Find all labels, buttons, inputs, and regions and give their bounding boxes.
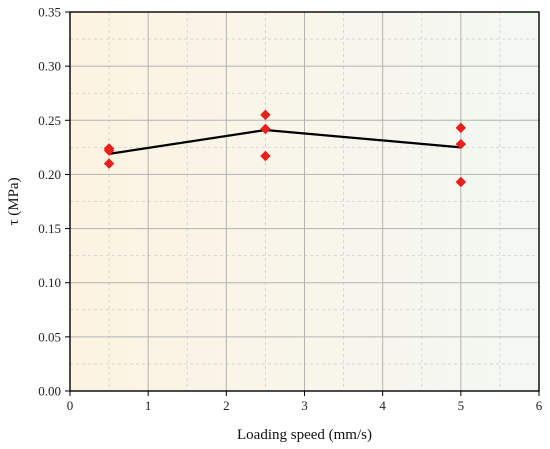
x-tick-label: 2 [223, 398, 230, 413]
y-tick-label: 0.20 [38, 167, 61, 182]
scatter-points [103, 109, 467, 188]
y-tick-label: 0.05 [38, 329, 61, 344]
x-tick-label: 5 [458, 398, 465, 413]
y-tick-label: 0.25 [38, 113, 61, 128]
data-point [260, 150, 271, 162]
y-tick-label: 0.10 [38, 275, 61, 290]
data-point [103, 145, 115, 156]
axes [65, 11, 540, 396]
y-tick-label: 0.00 [38, 384, 61, 399]
data-point [455, 138, 467, 150]
y-axis-label: τ (MPa) [6, 177, 22, 225]
tick-labels: 0 1 2 3 4 5 6 0.00 0.05 0.10 0.15 0.20 0.25 0.30 0.35 [38, 5, 543, 414]
y-tick-label: 0.15 [38, 221, 61, 236]
x-tick-label: 3 [301, 398, 308, 413]
data-point [455, 122, 467, 134]
y-tick-label: 0.35 [38, 5, 61, 20]
data-point [455, 176, 467, 188]
data-point [260, 109, 271, 121]
x-axis-label: Loading speed (mm/s) [237, 427, 372, 443]
x-tick-label: 4 [379, 398, 386, 413]
y-tick-label: 0.30 [38, 59, 61, 74]
x-tick-label: 6 [536, 398, 543, 413]
x-tick-label: 0 [67, 398, 74, 413]
data-point [103, 158, 115, 169]
x-tick-label: 1 [145, 398, 152, 413]
data-point [260, 123, 271, 135]
